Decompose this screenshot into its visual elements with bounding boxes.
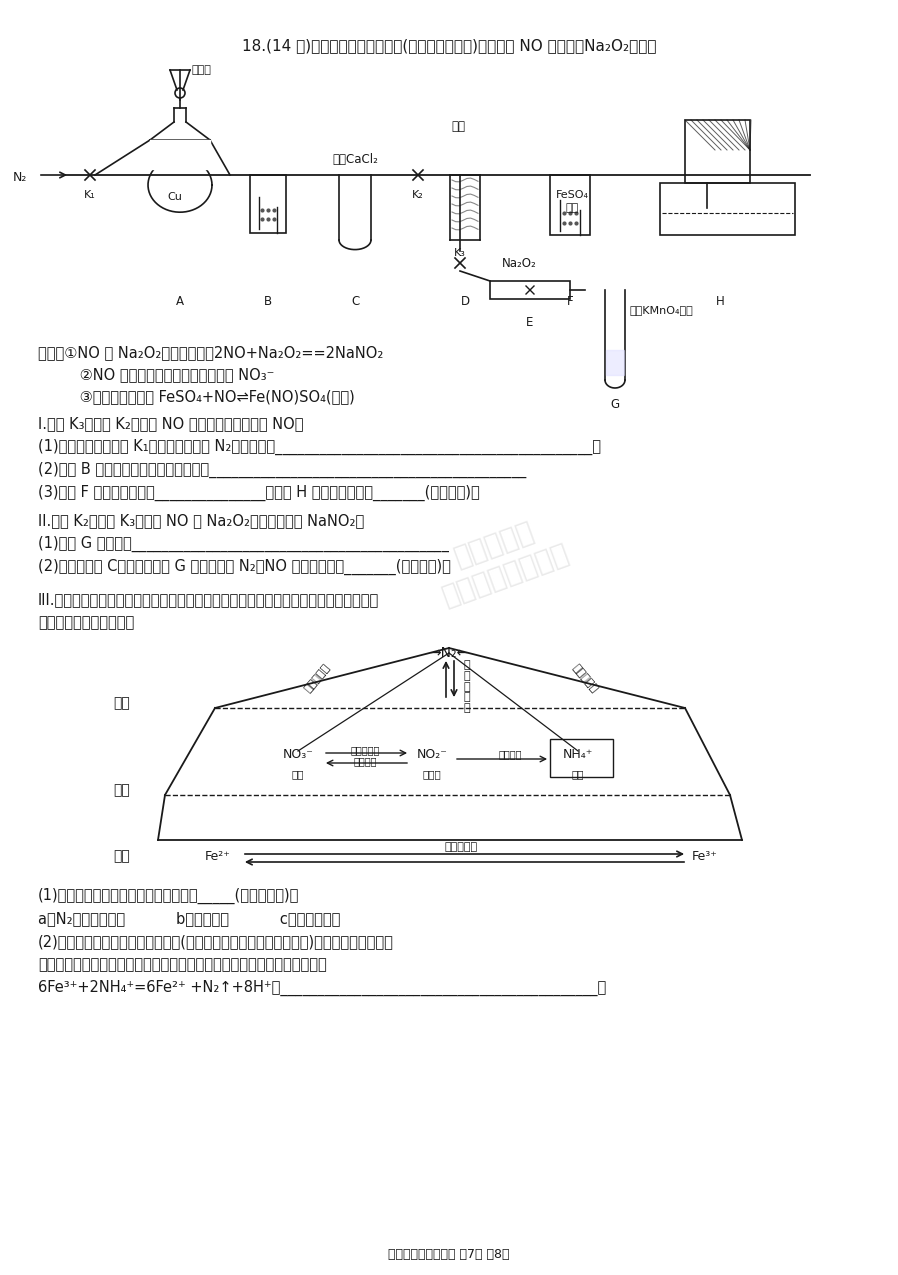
Text: 中的部分转化如图所示。: 中的部分转化如图所示。 (38, 615, 134, 630)
Text: I.关闭 K₃，打开 K₂，探究 NO 与铜粉的反应并检验 NO。: I.关闭 K₃，打开 K₂，探究 NO 与铜粉的反应并检验 NO。 (38, 416, 304, 431)
Text: N₂: N₂ (13, 171, 27, 184)
Text: NH₄⁺: NH₄⁺ (563, 748, 594, 761)
Bar (490, 280, 570, 300)
Text: (2)土壤中的铁循环可用于水体脱氮(脱氮是指将氮元素从水体中除去)，结合图中的转化，: (2)土壤中的铁循环可用于水体脱氮(脱氮是指将氮元素从水体中除去)，结合图中的转… (38, 935, 394, 949)
Text: ③溶液中存在平衡 FeSO₄+NO⇌Fe(NO)SO₄(棕色): ③溶液中存在平衡 FeSO₄+NO⇌Fe(NO)SO₄(棕色) (38, 389, 355, 404)
Text: G: G (611, 398, 620, 411)
Text: 溶液: 溶液 (566, 203, 578, 213)
Text: (3)装置 F 中的实验现象为_______________。装置 H 中收集的气体为_______(填化学式)。: (3)装置 F 中的实验现象为_______________。装置 H 中收集的… (38, 484, 480, 501)
Text: 6Fe³⁺+2NH₄⁺=6Fe²⁺ +N₂↑+8H⁺和___________________________________________。: 6Fe³⁺+2NH₄⁺=6Fe²⁺ +N₂↑+8H⁺和_____________… (38, 980, 606, 996)
Text: H: H (716, 295, 725, 309)
Text: 氨氧化细菌: 氨氧化细菌 (570, 662, 600, 694)
Text: NO₂⁻: NO₂⁻ (417, 748, 447, 761)
Text: 无水CaCl₂: 无水CaCl₂ (332, 153, 378, 166)
Text: 稀硝酸: 稀硝酸 (192, 65, 212, 75)
Text: 微信公众号
第一时间获取资料: 微信公众号 第一时间获取资料 (427, 509, 573, 611)
Text: 铁氧化细菌: 铁氧化细菌 (445, 842, 478, 852)
Text: F: F (567, 295, 573, 309)
Text: II.关闭 K₂，打开 K₃，探究 NO 与 Na₂O₂的反应并制备 NaNO₂。: II.关闭 K₂，打开 K₃，探究 NO 与 Na₂O₂的反应并制备 NaNO₂… (38, 513, 365, 528)
Bar (550, 740, 613, 776)
Text: FeSO₄: FeSO₄ (556, 190, 588, 200)
Text: (1)反应开始前，打开 K₁，通入一段时间 N₂，其目的是___________________________________________。: (1)反应开始前，打开 K₁，通入一段时间 N₂，其目的是___________… (38, 439, 601, 455)
Text: 亚硝态: 亚硝态 (423, 769, 442, 779)
Text: 18.(14 分)研究小组设计如下实验(夹持装置已略去)分别探究 NO 与铜粉、Na₂O₂的反应: 18.(14 分)研究小组设计如下实验(夹持装置已略去)分别探究 NO 与铜粉、… (242, 38, 656, 54)
Text: 硝化过程: 硝化过程 (498, 748, 522, 759)
Text: (1)装置 G 的作用是___________________________________________: (1)装置 G 的作用是____________________________… (38, 536, 449, 552)
Text: NO₃⁻: NO₃⁻ (283, 748, 313, 761)
Text: 大气: 大气 (113, 696, 129, 710)
Text: (2)若省略装置 C，则进入装置 G 中的气体除 N₂、NO 外，可能还有_______(填化学式)。: (2)若省略装置 C，则进入装置 G 中的气体除 N₂、NO 外，可能还有___… (38, 558, 451, 575)
Text: B: B (264, 295, 272, 309)
Bar (685, 120, 750, 184)
Text: (1)图所示氮循环中，属于氮的固定的有_____(填字母序号)。: (1)图所示氮循环中，属于氮的固定的有_____(填字母序号)。 (38, 887, 299, 904)
Text: 氨态: 氨态 (572, 769, 585, 779)
Text: 硝化反应菌: 硝化反应菌 (303, 662, 331, 694)
Text: C: C (351, 295, 359, 309)
Text: 硝化过程: 硝化过程 (353, 756, 377, 766)
Text: 高一年级化学科试卷 第7页 八8页: 高一年级化学科试卷 第7页 八8页 (388, 1248, 510, 1261)
Text: 铜粉: 铜粉 (451, 120, 465, 133)
Text: 土壤中的铁循环脱除水体中氨态氮和犄态氮的原理用离子方程式表示如下：: 土壤中的铁循环脱除水体中氨态氮和犄态氮的原理用离子方程式表示如下： (38, 958, 327, 972)
Polygon shape (606, 351, 624, 375)
Text: a．N₂转化为氨态氮           b．瞄化过程           c．反瞄化过程: a．N₂转化为氨态氮 b．瞄化过程 c．反瞄化过程 (38, 912, 340, 926)
Text: (2)装置 B 中盛放的试剂为水，其作用是___________________________________________: (2)装置 B 中盛放的试剂为水，其作用是___________________… (38, 462, 526, 478)
Text: Fe²⁺: Fe²⁺ (205, 850, 231, 863)
Text: 土壤: 土壤 (113, 849, 129, 863)
Text: A: A (176, 295, 184, 309)
Bar (250, 175, 286, 233)
Text: 反
硝
化
过
程: 反 硝 化 过 程 (463, 660, 471, 713)
Text: K₃: K₃ (454, 249, 466, 258)
Text: →N₂←: →N₂← (429, 646, 469, 660)
Text: E: E (526, 316, 533, 329)
Text: III.细菌可以促使铁、氮两种元素进行氧化还原反应，并耦合两种元素的循环。耦合循环: III.细菌可以促使铁、氮两种元素进行氧化还原反应，并耦合两种元素的循环。耦合循… (38, 592, 379, 607)
Text: 已知：①NO 与 Na₂O₂可发生反应：2NO+Na₂O₂==2NaNO₂: 已知：①NO 与 Na₂O₂可发生反应：2NO+Na₂O₂==2NaNO₂ (38, 346, 383, 360)
Text: K₁: K₁ (84, 190, 96, 200)
Text: Fe³⁺: Fe³⁺ (692, 850, 718, 863)
Text: ②NO 能被酸性高锶酸鐐溶液氧化为 NO₃⁻: ②NO 能被酸性高锶酸鐐溶液氧化为 NO₃⁻ (38, 367, 275, 382)
Text: 酸性KMnO₄溶液: 酸性KMnO₄溶液 (630, 305, 694, 315)
Text: 水体: 水体 (113, 783, 129, 797)
Bar (660, 184, 795, 235)
Bar (550, 175, 590, 235)
Text: 反硝化过程: 反硝化过程 (350, 745, 380, 755)
Text: K₂: K₂ (412, 190, 424, 200)
Text: Na₂O₂: Na₂O₂ (502, 258, 537, 270)
Text: D: D (461, 295, 470, 309)
Text: 硝态: 硝态 (292, 769, 304, 779)
Text: Cu: Cu (168, 193, 182, 201)
